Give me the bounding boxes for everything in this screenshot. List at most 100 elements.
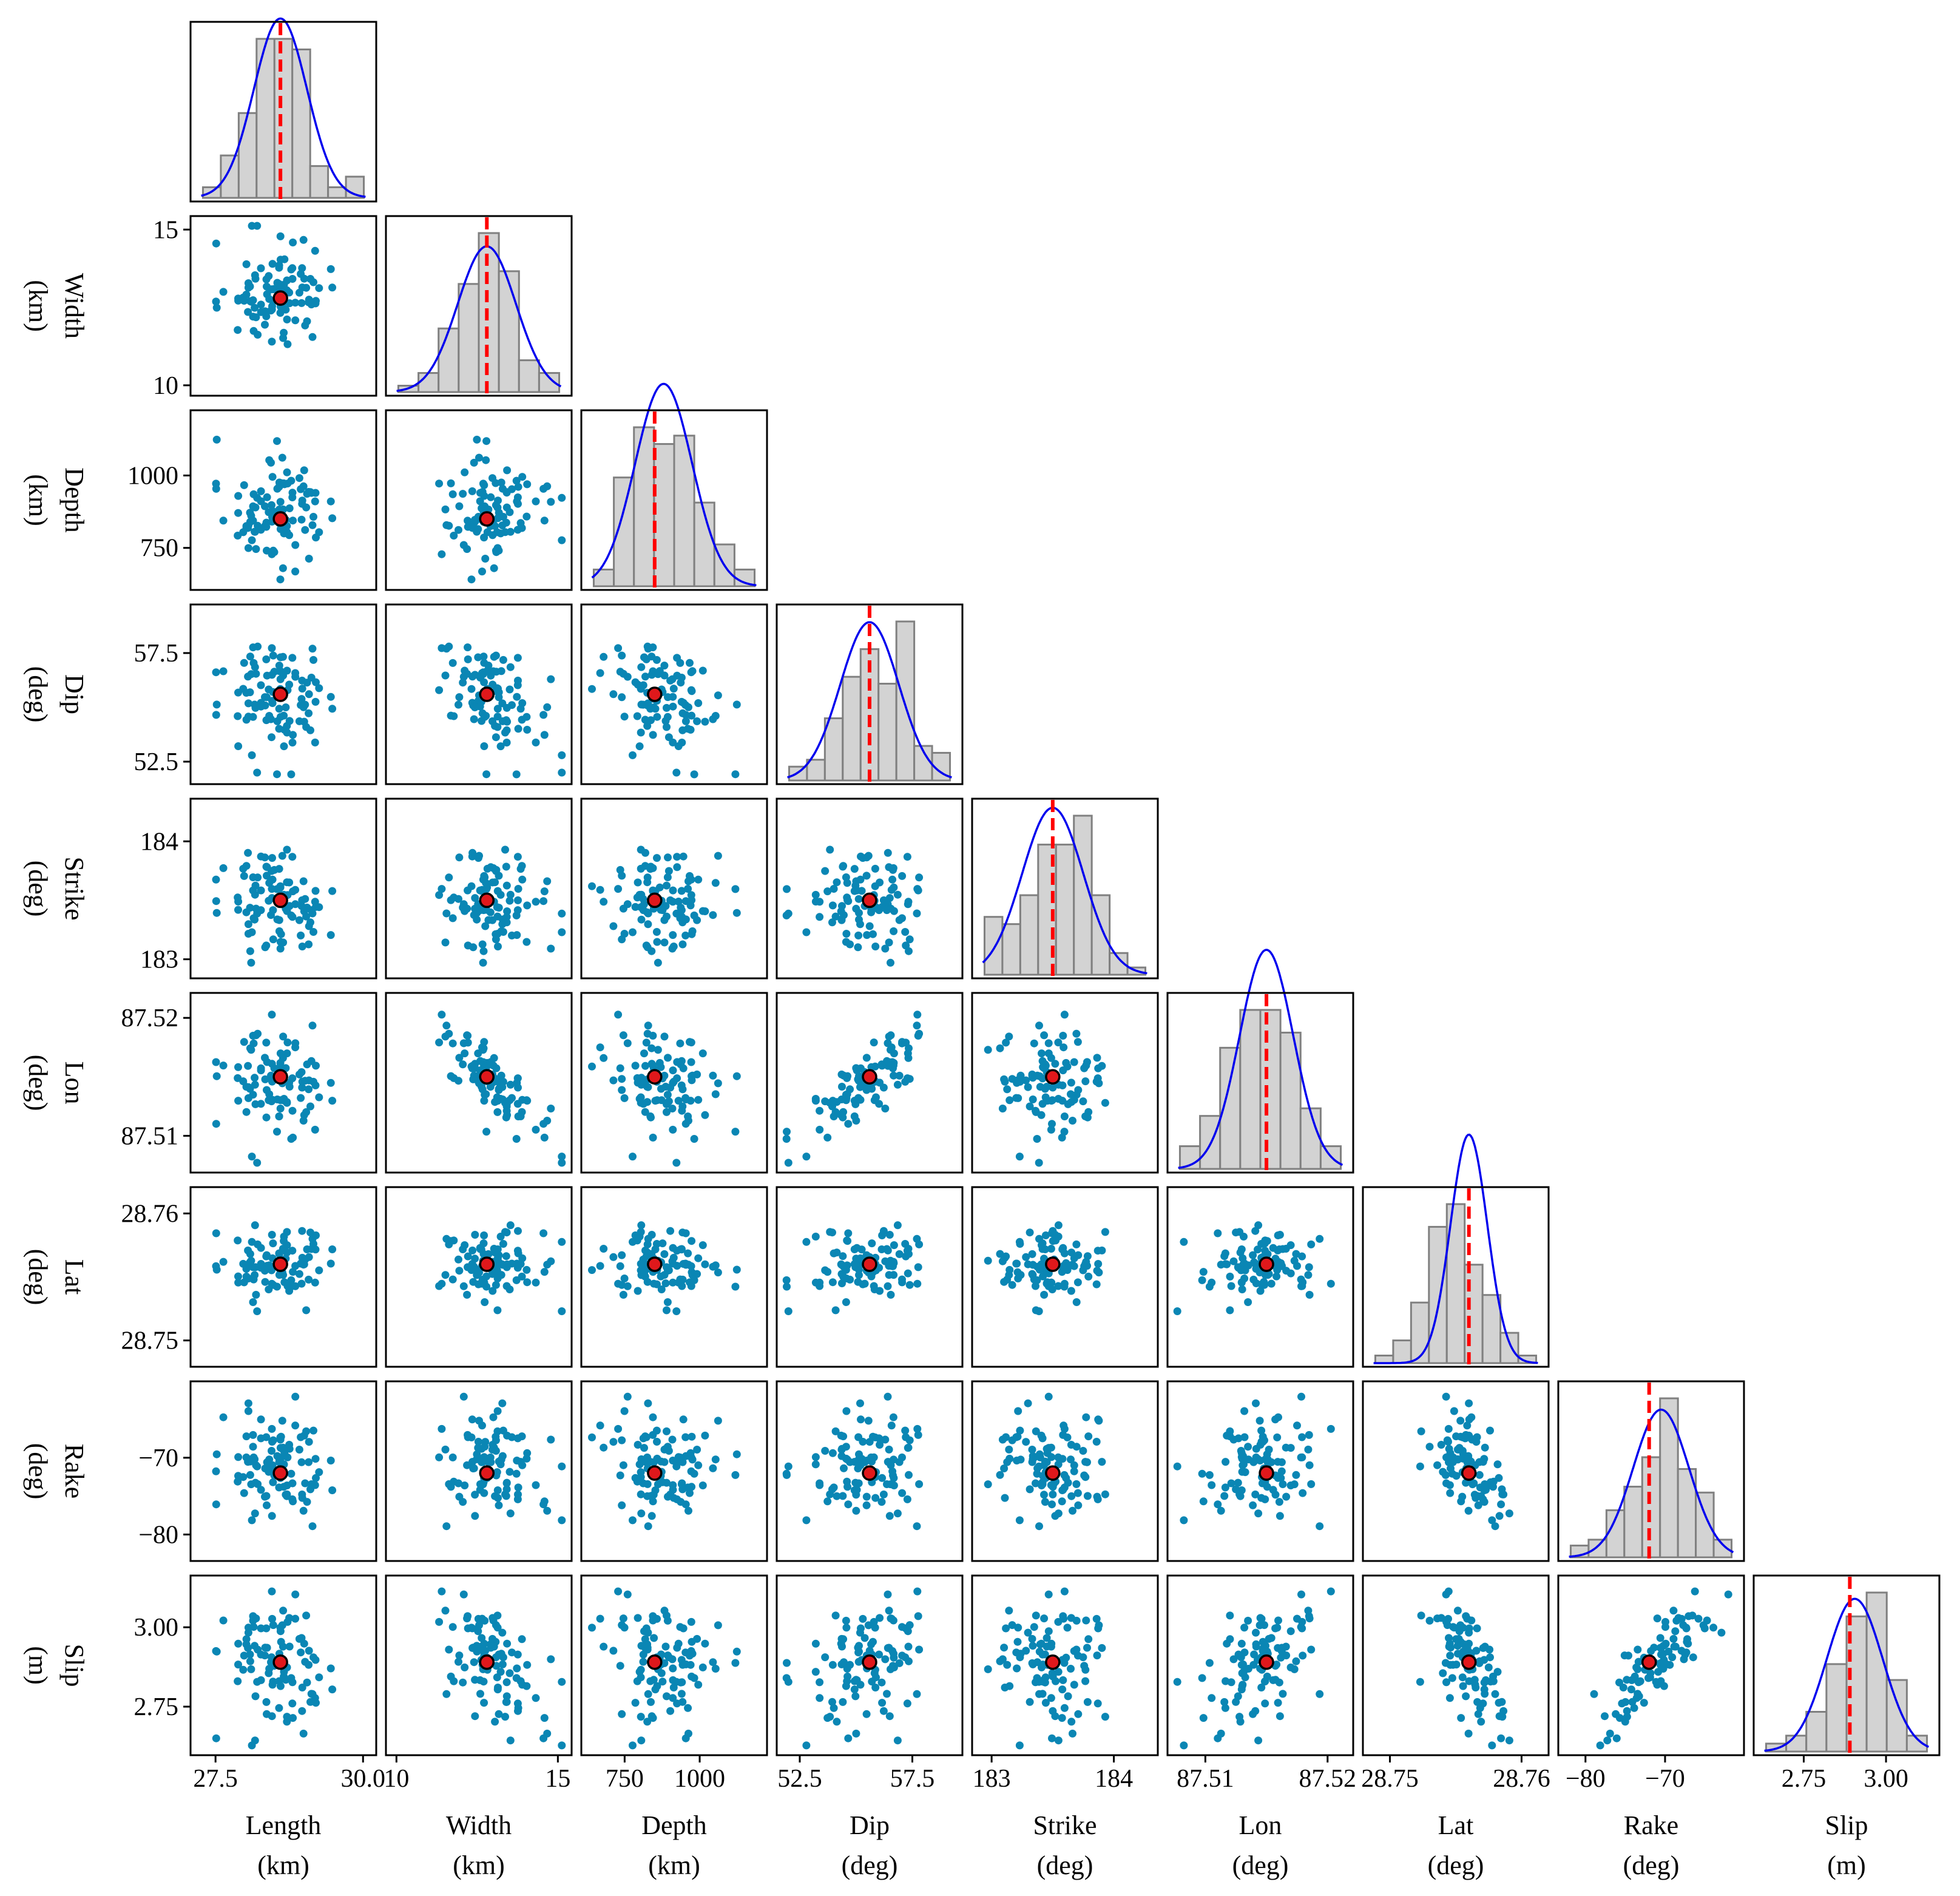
sample-point xyxy=(828,1661,837,1669)
sample-point xyxy=(1198,1469,1206,1478)
sample-point xyxy=(1048,1285,1056,1293)
sample-point xyxy=(1094,1260,1103,1268)
sample-point xyxy=(262,1492,271,1500)
sample-point xyxy=(660,1458,669,1466)
sample-point xyxy=(1070,1467,1078,1475)
sample-point xyxy=(1657,1677,1665,1685)
sample-point xyxy=(471,1064,479,1072)
sample-point xyxy=(1173,1307,1181,1315)
sample-point xyxy=(679,1415,688,1424)
sample-point xyxy=(1486,1653,1494,1662)
sample-point xyxy=(438,1279,446,1288)
panel-frame xyxy=(1362,1186,1550,1368)
sample-point xyxy=(1459,1682,1467,1690)
sample-point xyxy=(688,711,696,720)
sample-point xyxy=(843,879,851,887)
sample-point xyxy=(650,1279,658,1288)
density-curve xyxy=(982,807,1147,975)
sample-point xyxy=(914,1263,922,1271)
sample-point xyxy=(711,1261,720,1270)
sample-point xyxy=(647,1712,656,1721)
sample-point xyxy=(265,879,274,887)
sample-point xyxy=(1036,1083,1044,1091)
sample-point xyxy=(1298,1282,1306,1290)
sample-point xyxy=(308,1021,317,1030)
sample-point xyxy=(851,1478,860,1487)
sample-point xyxy=(701,1260,709,1268)
sample-point xyxy=(701,717,709,726)
panel-frame xyxy=(776,992,964,1174)
hist-bar xyxy=(806,759,826,782)
sample-point xyxy=(903,1495,911,1503)
column-label-length: Length(km) xyxy=(246,1810,322,1880)
sample-point xyxy=(984,1665,992,1673)
sample-point xyxy=(1257,1494,1266,1502)
sample-point xyxy=(677,1245,686,1253)
sample-point xyxy=(244,544,252,552)
sample-point xyxy=(1093,1699,1102,1708)
sample-point xyxy=(693,916,701,924)
sample-point xyxy=(1047,1245,1055,1253)
sample-point xyxy=(657,906,665,914)
sample-point xyxy=(282,703,290,711)
sample-point xyxy=(1623,1707,1631,1715)
sample-point xyxy=(850,1677,859,1685)
sample-point xyxy=(1227,1282,1235,1290)
sample-point xyxy=(468,1246,477,1254)
y-tick-label: 28.76 xyxy=(121,1200,179,1228)
sample-point xyxy=(669,931,677,940)
sample-point xyxy=(306,1102,314,1111)
sample-point xyxy=(244,308,252,316)
sample-point xyxy=(512,1276,521,1284)
sample-point xyxy=(831,1611,840,1620)
sample-point xyxy=(326,1457,335,1464)
sample-point xyxy=(686,1661,695,1669)
sample-point xyxy=(698,1481,707,1489)
sample-point xyxy=(1256,1614,1265,1622)
sample-point xyxy=(532,898,540,906)
sample-point xyxy=(1316,1522,1324,1531)
sample-point xyxy=(687,686,695,694)
sample-point xyxy=(283,722,291,730)
sample-point xyxy=(898,1039,906,1048)
sample-point xyxy=(494,1253,502,1262)
panel-dip-depth xyxy=(580,603,768,785)
sample-point xyxy=(547,1655,555,1664)
sample-point xyxy=(663,723,671,731)
sample-point xyxy=(684,1506,692,1515)
row-label-dip: Dip(deg) xyxy=(23,666,89,723)
sample-point xyxy=(1047,1694,1055,1702)
sample-point xyxy=(1240,1275,1249,1282)
sample-point xyxy=(1261,1677,1269,1685)
panel-frame xyxy=(1362,1380,1550,1562)
sample-point xyxy=(996,1471,1004,1479)
hist-bar xyxy=(1805,1711,1828,1753)
sample-point xyxy=(996,1044,1004,1052)
sample-point xyxy=(828,1278,837,1287)
sample-point xyxy=(1493,1668,1502,1676)
sample-point xyxy=(212,303,221,312)
sample-point xyxy=(311,1278,319,1287)
sample-point xyxy=(547,675,555,683)
sample-point xyxy=(714,1079,722,1088)
sample-point xyxy=(475,1417,483,1425)
sample-point xyxy=(265,1665,274,1673)
sample-point xyxy=(494,1077,502,1086)
panel-frame xyxy=(971,1380,1159,1562)
sample-point xyxy=(251,271,259,279)
sample-point xyxy=(311,1125,319,1134)
sample-point xyxy=(275,667,283,675)
sample-point xyxy=(1276,1512,1284,1520)
sample-point xyxy=(1292,1250,1300,1258)
sample-point xyxy=(269,651,277,660)
sample-point xyxy=(308,1522,317,1531)
sample-point xyxy=(871,1494,880,1502)
sample-point xyxy=(646,1112,655,1120)
sample-point xyxy=(518,473,527,481)
sample-point xyxy=(467,1266,476,1275)
sample-point xyxy=(1461,1434,1470,1443)
row-label-name: Rake xyxy=(59,1444,89,1498)
sample-point xyxy=(633,1477,641,1486)
sample-point xyxy=(694,1095,703,1104)
sample-point xyxy=(1473,1698,1482,1706)
